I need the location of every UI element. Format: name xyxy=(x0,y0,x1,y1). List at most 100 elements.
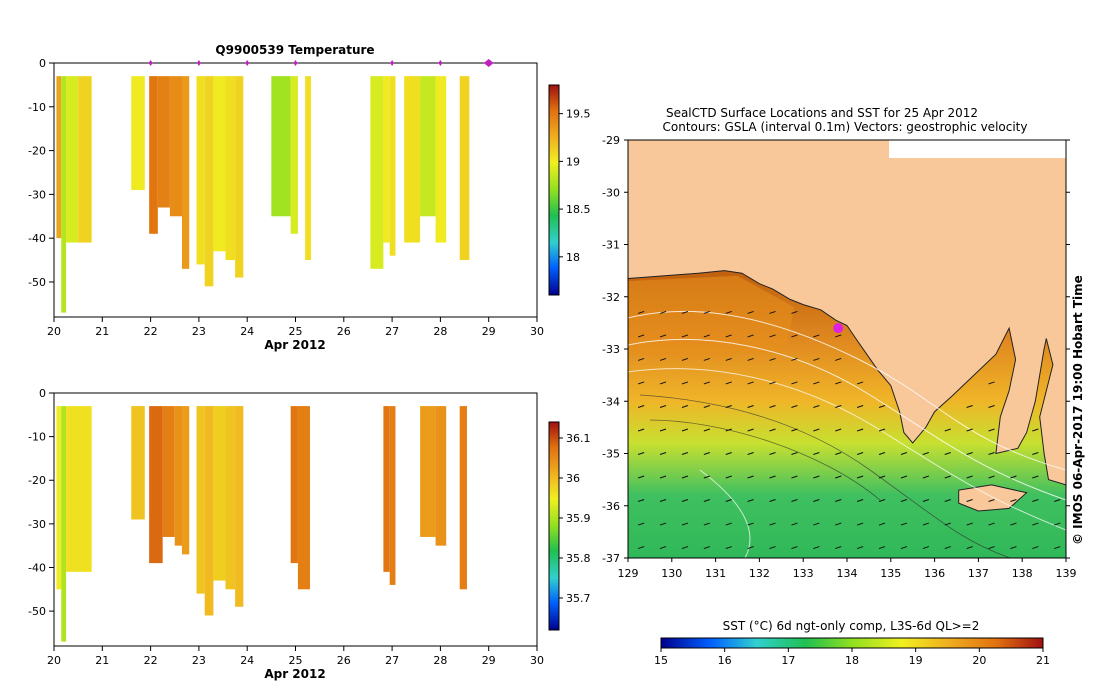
velocity-vector xyxy=(681,334,689,338)
colorbar-tick-label: 35.9 xyxy=(566,512,591,525)
velocity-vector xyxy=(791,357,798,361)
velocity-vector xyxy=(966,405,973,408)
velocity-vector xyxy=(791,546,798,550)
velocity-vector xyxy=(747,405,754,408)
velocity-vector xyxy=(725,405,732,408)
velocity-vector xyxy=(944,499,951,502)
y-tick-label: -10 xyxy=(28,101,46,114)
velocity-vector xyxy=(725,475,732,479)
profile-bar-17 xyxy=(420,406,436,537)
lon-tick-label: 135 xyxy=(880,567,901,580)
velocity-vector xyxy=(791,428,798,432)
velocity-vector xyxy=(681,405,689,408)
sst-colorbar-label: SST (°C) 6d ngt-only comp, L3S-6d QL>=2 xyxy=(723,619,980,633)
profile-bar-9 xyxy=(196,76,205,265)
velocity-vector xyxy=(1032,475,1039,479)
velocity-vector xyxy=(637,522,645,526)
y-tick-label: -50 xyxy=(28,276,46,289)
gsla-contours xyxy=(628,310,1066,558)
x-tick-label: 29 xyxy=(482,654,496,667)
velocity-vector xyxy=(813,334,820,338)
velocity-vector xyxy=(681,475,689,479)
sst-colorbar-tick-label: 15 xyxy=(654,654,668,667)
velocity-vector xyxy=(835,522,842,526)
velocity-vector xyxy=(1054,522,1061,526)
coastline xyxy=(628,270,1066,486)
velocity-vector xyxy=(988,452,995,455)
velocity-vector xyxy=(659,310,667,314)
x-tick-label: 26 xyxy=(337,654,351,667)
velocity-vector xyxy=(922,475,929,479)
velocity-vector xyxy=(813,428,820,432)
velocity-vector xyxy=(791,381,798,385)
profile-marker xyxy=(390,60,395,66)
profile-markers xyxy=(148,59,494,67)
profile-bar-14 xyxy=(297,406,310,590)
sst-colorbar-tick-label: 20 xyxy=(972,654,986,667)
velocity-vector xyxy=(703,405,710,408)
velocity-vector xyxy=(637,310,645,314)
velocity-vector xyxy=(856,522,864,526)
velocity-vector xyxy=(725,499,732,502)
temperature-x-label: Apr 2012 xyxy=(264,338,325,352)
velocity-vector xyxy=(835,405,842,408)
profile-bar-21 xyxy=(420,76,436,217)
profile-bar-17 xyxy=(370,76,384,269)
velocity-vector xyxy=(944,475,951,479)
salinity-y-axis: 0 -10 -20 -30 -40 -50 xyxy=(28,387,54,618)
velocity-vector xyxy=(703,428,710,432)
velocity-vector xyxy=(835,334,842,338)
temperature-panel: Q9900539 Temperature 0 -10 -20 -30 -40 -50 20… xyxy=(28,43,590,352)
velocity-vector xyxy=(966,452,973,455)
temperature-y-axis: 0 -10 -20 -30 -40 -50 xyxy=(28,57,54,289)
velocity-vector xyxy=(725,381,732,385)
velocity-vector xyxy=(659,357,667,361)
velocity-vector xyxy=(703,475,710,479)
velocity-vector xyxy=(878,546,886,550)
velocity-vector xyxy=(878,428,886,432)
velocity-vector xyxy=(813,546,820,550)
profile-bar-18 xyxy=(435,406,447,546)
profile-marker xyxy=(196,60,201,66)
velocity-vector xyxy=(747,499,754,502)
velocity-vector xyxy=(769,522,776,526)
velocity-vector xyxy=(769,357,776,361)
velocity-vector xyxy=(637,428,645,432)
velocity-vector xyxy=(769,334,776,338)
velocity-vector xyxy=(988,381,995,385)
x-tick-label: 20 xyxy=(47,325,61,338)
x-tick-label: 24 xyxy=(240,325,254,338)
y-tick-label: -50 xyxy=(28,605,46,618)
colorbar-tick-label: 35.8 xyxy=(566,552,591,565)
y-tick-label: 0 xyxy=(39,387,46,400)
velocity-vector xyxy=(813,499,820,502)
x-tick-label: 21 xyxy=(95,654,109,667)
velocity-vector xyxy=(856,428,864,432)
velocity-vector xyxy=(659,499,667,502)
velocity-vector xyxy=(878,475,886,479)
velocity-vector xyxy=(856,405,864,408)
x-tick-label: 27 xyxy=(385,325,399,338)
profile-bar-3 xyxy=(78,76,92,243)
velocity-vector xyxy=(1054,499,1061,502)
velocity-vector xyxy=(681,381,689,385)
sst-colorbar-ticks: 15 16 17 18 19 20 21 xyxy=(654,648,1050,667)
velocity-vector xyxy=(725,452,732,455)
colorbar-tick-label: 36 xyxy=(566,472,580,485)
velocity-vector xyxy=(681,499,689,502)
velocity-vector xyxy=(725,546,732,550)
profile-bar-5 xyxy=(162,406,175,537)
lon-tick-label: 134 xyxy=(837,567,858,580)
velocity-vector xyxy=(747,522,754,526)
velocity-vector xyxy=(1010,499,1017,502)
y-tick-label: -30 xyxy=(28,518,46,531)
sst-colorbar-tick-label: 18 xyxy=(845,654,859,667)
profile-bar-7 xyxy=(169,76,182,217)
velocity-vector xyxy=(813,381,820,385)
map-title-line2: Contours: GSLA (interval 0.1m) Vectors: … xyxy=(663,120,1028,134)
x-tick-label: 28 xyxy=(433,654,447,667)
profile-bar-3 xyxy=(131,406,145,520)
x-tick-label: 23 xyxy=(192,325,206,338)
velocity-vector xyxy=(966,475,973,479)
